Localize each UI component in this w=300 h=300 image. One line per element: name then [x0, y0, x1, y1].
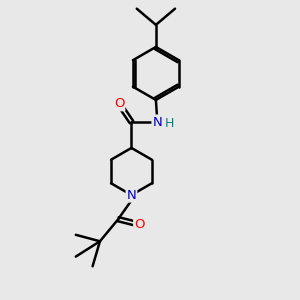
Text: N: N — [127, 188, 136, 202]
Text: O: O — [114, 97, 124, 110]
Text: N: N — [152, 116, 162, 128]
Text: H: H — [165, 117, 174, 130]
Text: O: O — [134, 218, 145, 231]
